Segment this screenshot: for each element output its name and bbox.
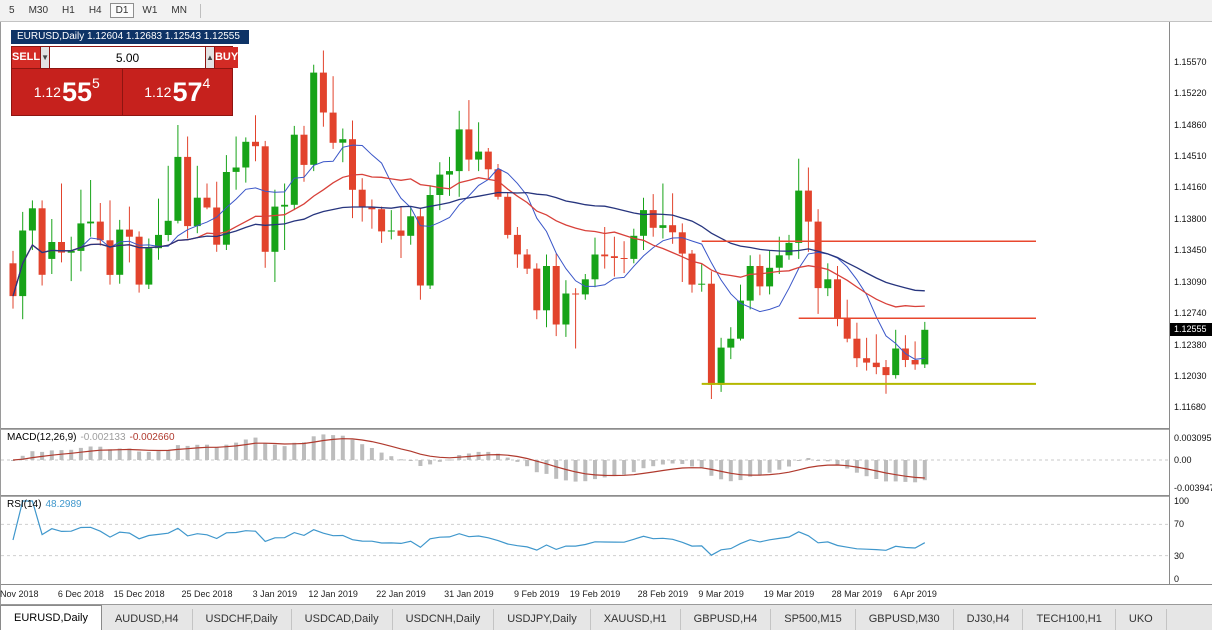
time-label: 6 Dec 2018	[57, 589, 104, 599]
rsi-label: RSI(14) 48.2989	[7, 499, 82, 510]
timeframe-h4[interactable]: H4	[88, 5, 102, 16]
time-label: 22 Jan 2019	[376, 589, 426, 599]
timeframe-m30[interactable]: M30	[28, 5, 49, 16]
rsi-name: RSI(14)	[7, 499, 42, 510]
timeframe-bar: 5 M30 H1 H4 D1 W1 MN	[0, 0, 1212, 22]
time-label: 19 Feb 2019	[569, 589, 621, 599]
rsi-scale-tick: 70	[1174, 519, 1185, 530]
price-tick: 1.15220	[1174, 88, 1207, 99]
macd-pane-separator[interactable]	[1, 428, 1212, 430]
timeframe-mn[interactable]: MN	[171, 5, 187, 16]
timeframe-h1[interactable]: H1	[62, 5, 75, 16]
sell-price-pips: 55	[61, 76, 92, 107]
timeframe-5[interactable]: 5	[9, 5, 15, 16]
sell-price-button[interactable]: 1.12 55 5	[12, 69, 122, 115]
trade-panel-controls: SELL ▼ ▲ BUY	[12, 47, 239, 68]
macd-label: MACD(12,26,9) -0.002133 -0.002660	[7, 432, 175, 443]
price-tick: 1.11680	[1174, 402, 1206, 412]
price-tick: 1.12380	[1174, 339, 1207, 350]
chart-window: EURUSD,Daily 1.12604 1.12683 1.12543 1.1…	[0, 22, 1212, 604]
trade-panel-prices: 1.12 55 5 1.12 57 4	[12, 69, 232, 115]
time-label: 9 Feb 2019	[514, 589, 560, 599]
price-tick: 1.12030	[1174, 370, 1207, 381]
time-label: 6 Apr 2019	[893, 589, 937, 599]
price-tick: 1.14860	[1174, 119, 1207, 130]
timeframe-w1[interactable]: W1	[142, 5, 158, 16]
tab-usdcad-daily[interactable]: USDCAD,Daily	[292, 609, 393, 630]
timeframe-d1[interactable]: D1	[109, 3, 135, 18]
buy-button[interactable]: BUY	[214, 47, 239, 68]
chart-tabs-bar: EURUSD,Daily AUDUSD,H4 USDCHF,Daily USDCAD,…	[0, 604, 1212, 630]
price-tick: 1.14160	[1174, 182, 1207, 193]
buy-price-base: 1.12	[144, 84, 172, 100]
tab-usdjpy-daily[interactable]: USDJPY,Daily	[494, 609, 591, 630]
tab-gbpusd-h4[interactable]: GBPUSD,H4	[681, 609, 772, 630]
tab-usdchf-daily[interactable]: USDCHF,Daily	[193, 609, 292, 630]
current-price-tag: 1.12555	[1170, 323, 1212, 337]
volume-input[interactable]	[50, 47, 206, 68]
tab-dj30-h4[interactable]: DJ30,H4	[954, 609, 1024, 630]
time-axis[interactable]: 27 Nov 2018 6 Dec 2018 15 Dec 2018 25 Dec 2…	[0, 584, 1212, 604]
tab-sp500-m15[interactable]: SP500,M15	[771, 609, 856, 630]
time-label: 15 Dec 2018	[113, 589, 165, 599]
tab-gbpusd-m30[interactable]: GBPUSD,M30	[856, 609, 954, 630]
rsi-scale-tick: 0	[1174, 574, 1180, 584]
macd-name: MACD(12,26,9)	[7, 432, 77, 443]
price-tick: 1.15570	[1174, 57, 1207, 67]
time-label: 19 Mar 2019	[763, 589, 815, 599]
volume-step-up-icon[interactable]: ▲	[206, 47, 214, 68]
macd-scale-tick: 0.003095	[1174, 433, 1212, 444]
rsi-value: 48.2989	[45, 499, 82, 510]
macd-scale-tick: 0.00	[1174, 455, 1192, 465]
macd-signal-value: -0.002660	[129, 432, 175, 443]
time-label: 28 Feb 2019	[637, 589, 689, 599]
price-tick: 1.13450	[1174, 245, 1207, 256]
time-label: 9 Mar 2019	[698, 589, 744, 599]
tab-uko[interactable]: UKO	[1116, 609, 1167, 630]
time-label: 3 Jan 2019	[252, 589, 298, 599]
sell-price-base: 1.12	[33, 84, 61, 100]
macd-main-value: -0.002133	[80, 432, 126, 443]
rsi-scale-tick: 100	[1174, 496, 1190, 506]
volume-dropdown-icon[interactable]: ▼	[41, 47, 50, 68]
macd-canvas[interactable]	[1, 430, 1169, 495]
price-scale[interactable]: 1.15570 1.15220 1.14860 1.14510 1.14160 1.138…	[1169, 22, 1212, 584]
tab-usdcnh-daily[interactable]: USDCNH,Daily	[393, 609, 495, 630]
tab-eurusd-daily[interactable]: EURUSD,Daily	[0, 605, 102, 630]
chart-title: EURUSD,Daily 1.12604 1.12683 1.12543 1.1…	[11, 30, 249, 44]
tab-tech100-h1[interactable]: TECH100,H1	[1023, 609, 1116, 630]
toolbar-separator	[199, 3, 201, 18]
price-tick: 1.14510	[1174, 151, 1207, 161]
time-label: 12 Jan 2019	[308, 589, 358, 599]
macd-scale-tick: -0.003947	[1174, 483, 1212, 494]
time-label: 27 Nov 2018	[0, 589, 39, 599]
tab-audusd-h4[interactable]: AUDUSD,H4	[102, 609, 193, 630]
rsi-scale-tick: 30	[1174, 550, 1185, 561]
time-label: 31 Jan 2019	[444, 589, 494, 599]
time-label: 28 Mar 2019	[831, 589, 883, 599]
sell-button[interactable]: SELL	[12, 47, 41, 68]
rsi-canvas[interactable]	[1, 497, 1169, 584]
price-tick: 1.13090	[1174, 276, 1207, 287]
time-label: 25 Dec 2018	[181, 589, 233, 599]
price-tick: 1.13800	[1174, 213, 1207, 224]
price-tick: 1.12740	[1174, 307, 1207, 318]
buy-price-pips: 57	[172, 76, 203, 107]
buy-price-point: 4	[202, 75, 211, 91]
tab-xauusd-h1[interactable]: XAUUSD,H1	[591, 609, 681, 630]
rsi-pane-separator[interactable]	[1, 495, 1212, 497]
buy-price-button[interactable]: 1.12 57 4	[122, 69, 232, 115]
sell-price-point: 5	[92, 75, 100, 91]
